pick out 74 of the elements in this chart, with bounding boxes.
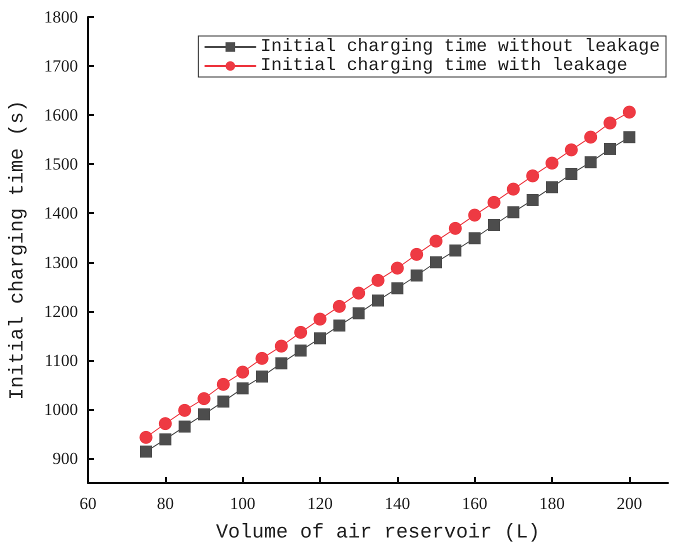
point — [526, 169, 540, 182]
point — [546, 181, 558, 194]
point — [216, 378, 230, 391]
point — [236, 382, 249, 394]
y-tick-label: 1800 — [44, 8, 78, 26]
x-tick-label: 120 — [307, 494, 333, 513]
point — [622, 106, 636, 119]
y-tick-label: 1100 — [44, 350, 78, 370]
y-tick-label: 1600 — [44, 106, 78, 125]
point — [546, 156, 558, 170]
point — [217, 396, 230, 408]
point — [564, 143, 578, 156]
point — [526, 194, 539, 206]
point — [274, 340, 288, 353]
point — [623, 131, 636, 144]
y-tick-label: 1400 — [44, 204, 78, 223]
point — [178, 420, 191, 433]
point — [468, 232, 481, 244]
point — [449, 244, 462, 256]
point — [468, 208, 482, 222]
y-axis-title: Initial charging time (s) — [6, 100, 30, 400]
point — [275, 357, 288, 370]
point — [584, 130, 598, 144]
point — [236, 366, 250, 379]
point — [256, 352, 268, 365]
point — [352, 307, 365, 320]
point — [352, 286, 366, 300]
y-tick-label: 1500 — [44, 154, 78, 174]
point — [372, 294, 384, 307]
point — [140, 430, 152, 444]
point — [507, 206, 520, 218]
legend-label: Initial charging time without leakage — [260, 37, 660, 57]
x-tick-label: 140 — [384, 494, 410, 513]
point — [159, 433, 172, 446]
point — [565, 168, 578, 180]
point — [198, 408, 210, 420]
point — [604, 116, 616, 130]
point — [294, 344, 307, 357]
x-tick-label: 60 — [80, 494, 96, 513]
point — [372, 274, 384, 287]
point — [158, 417, 172, 430]
point — [391, 282, 404, 294]
point — [333, 320, 346, 332]
point — [488, 196, 500, 209]
point — [140, 446, 152, 458]
point — [604, 142, 616, 155]
point — [332, 300, 346, 313]
point — [390, 262, 404, 275]
point — [506, 182, 520, 196]
point — [198, 392, 210, 406]
y-tick-label: 1000 — [44, 400, 78, 419]
point — [488, 218, 500, 231]
point — [410, 270, 423, 282]
x-tick-label: 80 — [156, 494, 174, 513]
x-tick-label: 160 — [462, 494, 488, 513]
point — [448, 222, 462, 235]
point — [410, 248, 424, 261]
x-tick-label: 200 — [616, 494, 642, 513]
y-tick-label: 1200 — [44, 302, 78, 321]
y-tick-label: 1300 — [44, 252, 78, 272]
y-tick-label: 1700 — [44, 56, 78, 76]
point — [430, 256, 442, 268]
point — [314, 332, 326, 344]
legend-label: Initial charging time with leakage — [260, 56, 628, 76]
point — [178, 404, 192, 417]
point — [584, 156, 597, 168]
x-tick-label: 100 — [230, 494, 256, 513]
point — [314, 312, 326, 326]
point — [256, 370, 268, 383]
y-tick-label: 900 — [52, 448, 78, 468]
point — [294, 326, 308, 339]
x-tick-label: 180 — [539, 494, 565, 513]
point — [430, 234, 442, 248]
x-axis-title: Volume of air reservoir (L) — [216, 522, 540, 544]
